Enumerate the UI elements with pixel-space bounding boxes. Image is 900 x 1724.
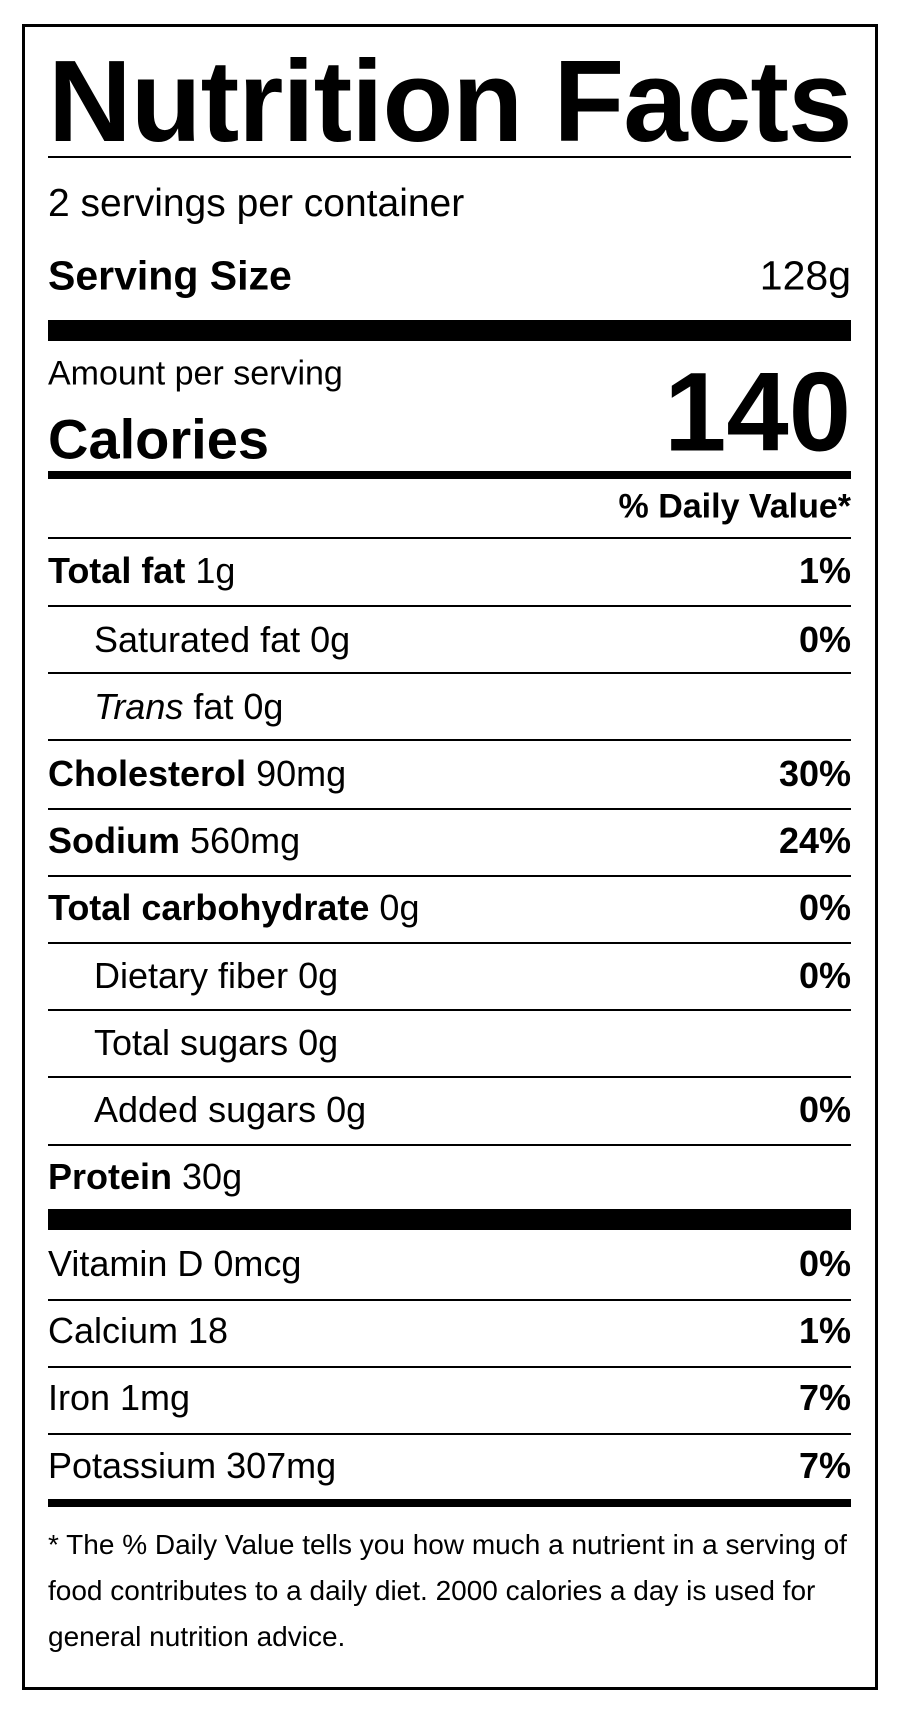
serving-size-label: Serving Size xyxy=(48,252,292,299)
nutrient-name: Total carbohydrate xyxy=(48,887,370,928)
nutrient-name-group: Added sugars 0g xyxy=(48,1089,366,1131)
nutrient-amount: 560mg xyxy=(190,820,301,861)
nutrient-name-group: Dietary fiber 0g xyxy=(48,955,338,997)
amount-per-serving: Amount per serving xyxy=(48,355,851,394)
nutrient-name: Sodium xyxy=(48,820,180,861)
nutrient-amount: 0g xyxy=(379,887,420,928)
nutrient-amount: 90mg xyxy=(256,753,347,794)
nutrient-row: Vitamin D 0mcg 0% xyxy=(48,1243,851,1285)
nutrient-name-group: Iron 1mg xyxy=(48,1377,190,1419)
daily-value: 1% xyxy=(798,1310,851,1351)
rule xyxy=(48,156,851,158)
rule xyxy=(48,605,851,607)
amount-text: Amount per serving xyxy=(48,354,343,393)
calories-label: Calories xyxy=(48,407,851,472)
nutrient-row: Calcium 18 1% xyxy=(48,1310,851,1352)
nutrient-row: Saturated fat 0g 0% xyxy=(48,619,851,661)
nutrient-row: Protein 30g xyxy=(48,1156,851,1198)
thick-rule xyxy=(48,320,851,341)
rule xyxy=(48,808,851,810)
nutrient-name-group: Trans fat 0g xyxy=(48,686,283,728)
nutrient-name: Total sugars 0g xyxy=(94,1022,339,1063)
nutrient-row: Total fat 1g 1% xyxy=(48,550,851,592)
serving-size: Serving Size 128g xyxy=(48,253,851,300)
servings: 2 servings per container xyxy=(48,182,851,226)
rule xyxy=(48,875,851,877)
rule xyxy=(48,1009,851,1011)
label-border xyxy=(22,24,878,1690)
nutrient-name-group: Total fat 1g xyxy=(48,550,235,592)
rule xyxy=(48,942,851,944)
title: Nutrition Facts xyxy=(48,34,852,168)
nutrient-name-group: Total carbohydrate 0g xyxy=(48,887,419,929)
nutrient-name: Iron 1mg xyxy=(48,1377,191,1418)
nutrient-name: Trans xyxy=(94,686,184,727)
nutrient-row: Total sugars 0g xyxy=(48,1022,851,1064)
nutrient-amount: 30g xyxy=(182,1156,243,1197)
rule xyxy=(48,1144,851,1146)
nutrient-row: Added sugars 0g 0% xyxy=(48,1089,851,1131)
rule xyxy=(48,1366,851,1368)
rule xyxy=(48,537,851,539)
nutrient-name-group: Potassium 307mg xyxy=(48,1445,336,1487)
nutrient-row: Dietary fiber 0g 0% xyxy=(48,955,851,997)
daily-value: 0% xyxy=(798,619,851,660)
nutrient-name: Protein xyxy=(48,1156,173,1197)
nutrient-row: Total carbohydrate 0g 0% xyxy=(48,887,851,929)
dv-header: % Daily Value* xyxy=(48,488,851,527)
calories-value: 140 xyxy=(48,348,851,477)
nutrient-name: Vitamin D 0mcg xyxy=(48,1243,302,1284)
nutrient-row: Potassium 307mg 7% xyxy=(48,1445,851,1487)
daily-value: 24% xyxy=(778,820,851,861)
nutrient-name: Cholesterol xyxy=(48,753,247,794)
nutrient-row: Trans fat 0g xyxy=(48,686,851,728)
nutrient-name-group: Sodium 560mg xyxy=(48,820,300,862)
nutrient-amount: fat 0g xyxy=(193,686,284,727)
medium-rule xyxy=(48,471,851,479)
calories-text: Calories xyxy=(48,407,269,471)
rule xyxy=(48,739,851,741)
nutrient-name: Potassium 307mg xyxy=(48,1445,337,1486)
thick-rule xyxy=(48,1209,851,1230)
nutrient-row: Cholesterol 90mg 30% xyxy=(48,753,851,795)
nutrient-name: Added sugars 0g xyxy=(94,1089,367,1130)
daily-value: 7% xyxy=(798,1445,851,1486)
serving-size-value: 128g xyxy=(759,252,851,299)
daily-value: 0% xyxy=(798,1089,851,1130)
medium-rule xyxy=(48,1499,851,1507)
daily-value: 0% xyxy=(798,955,851,996)
calories-number: 140 xyxy=(664,349,851,475)
rule xyxy=(48,1299,851,1301)
daily-value: 1% xyxy=(798,550,851,591)
nutrient-name: Saturated fat 0g xyxy=(94,619,351,660)
rule xyxy=(48,672,851,674)
nutrient-name: Dietary fiber 0g xyxy=(94,955,339,996)
servings-text: 2 servings per container xyxy=(48,182,465,225)
title-text: Nutrition Facts xyxy=(48,36,852,166)
nutrient-name-group: Total sugars 0g xyxy=(48,1022,338,1064)
nutrient-name-group: Vitamin D 0mcg xyxy=(48,1243,301,1285)
nutrient-name-group: Saturated fat 0g xyxy=(48,619,350,661)
nutrient-name: Total fat xyxy=(48,550,186,591)
nutrient-name: Calcium 18 xyxy=(48,1310,229,1351)
nutrient-amount: 1g xyxy=(195,550,236,591)
nutrient-row: Iron 1mg 7% xyxy=(48,1377,851,1419)
nutrient-name-group: Calcium 18 xyxy=(48,1310,228,1352)
daily-value: 0% xyxy=(798,1243,851,1284)
daily-value: 0% xyxy=(798,887,851,928)
rule xyxy=(48,1433,851,1435)
footnote: * The % Daily Value tells you how much a… xyxy=(48,1529,847,1652)
nutrient-row: Sodium 560mg 24% xyxy=(48,820,851,862)
nutrient-name-group: Cholesterol 90mg xyxy=(48,753,346,795)
daily-value: 30% xyxy=(778,753,851,794)
dv-header-text: % Daily Value* xyxy=(618,487,851,526)
nutrient-name-group: Protein 30g xyxy=(48,1156,242,1198)
rule xyxy=(48,1076,851,1078)
daily-value: 7% xyxy=(798,1377,851,1418)
